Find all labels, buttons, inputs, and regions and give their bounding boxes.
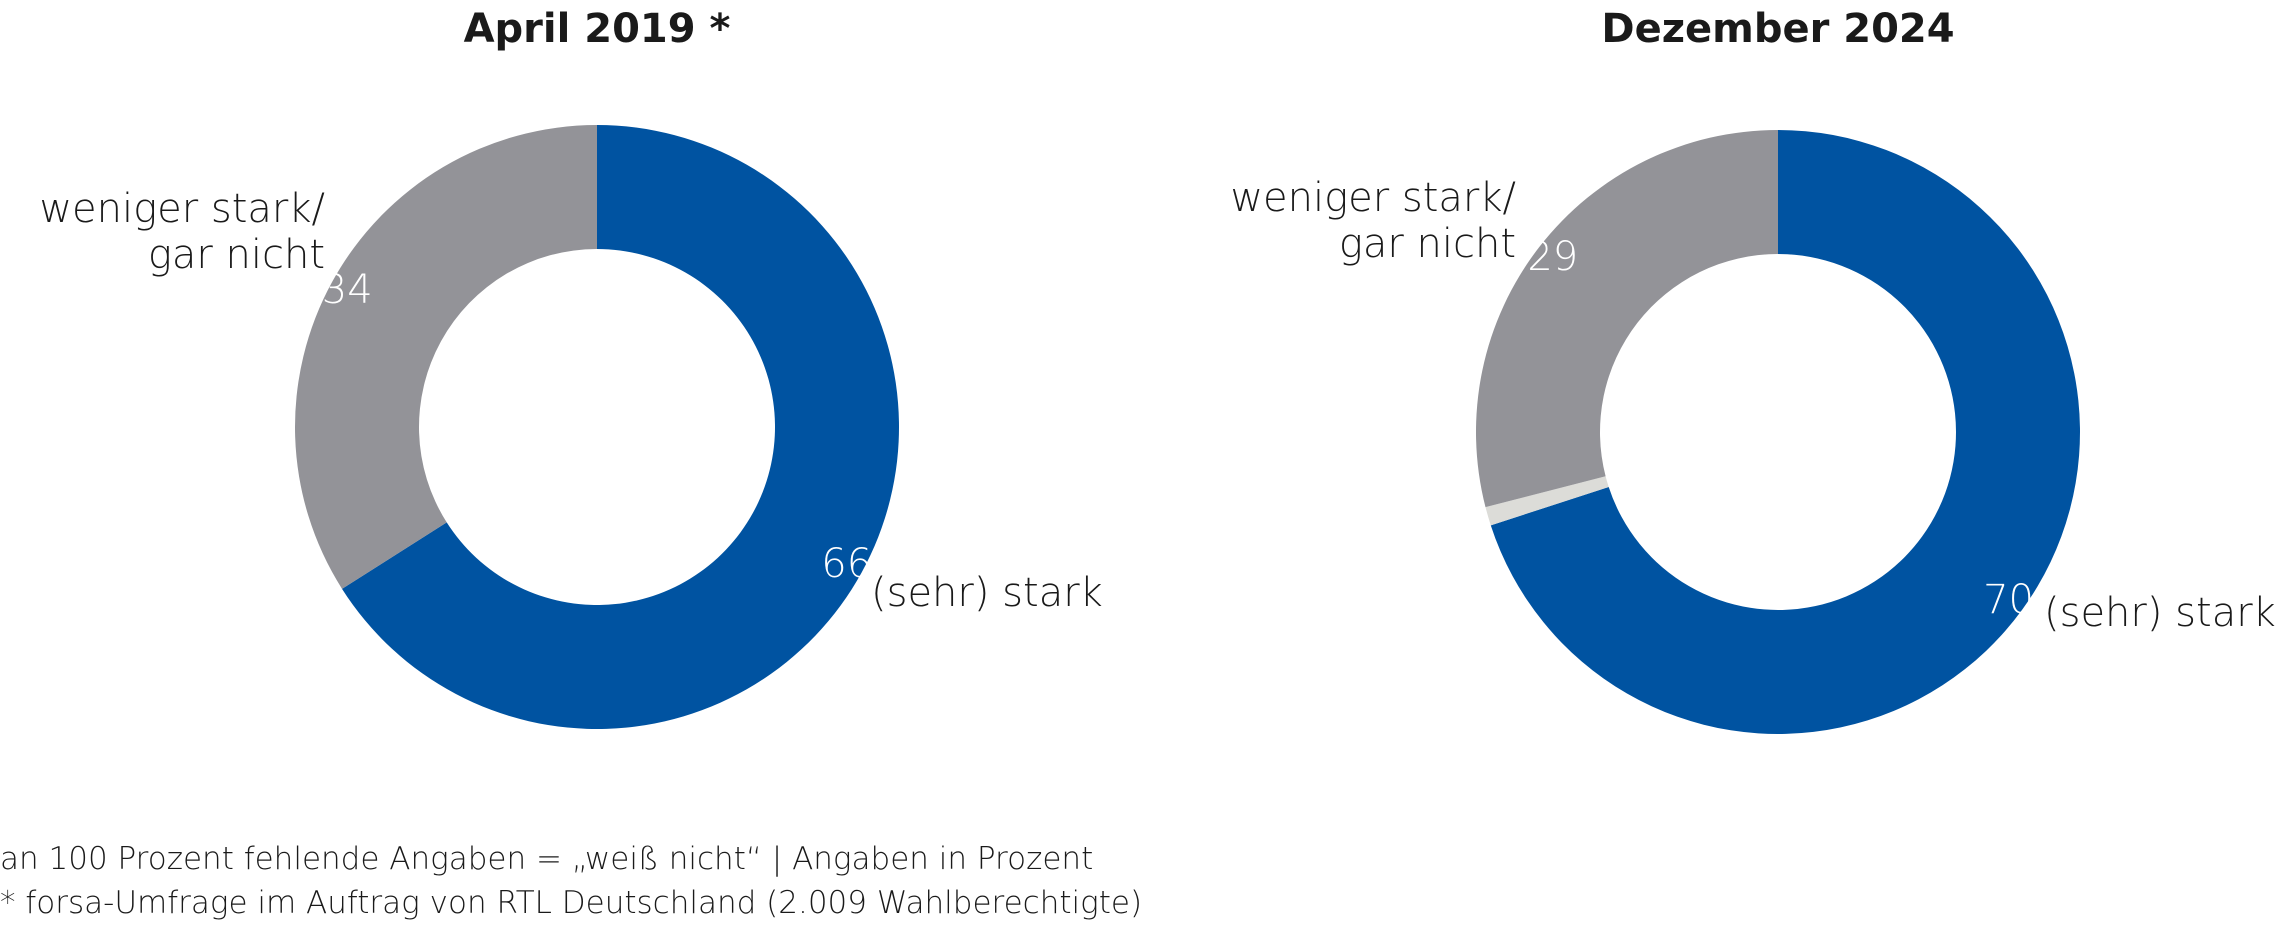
value-label: 34 [321, 266, 373, 313]
value-label: 66 [821, 541, 873, 588]
footnote: an 100 Prozent fehlende Angaben = „weiß … [0, 841, 1094, 877]
category-label: (sehr) stark [2044, 590, 2276, 636]
donut-slice [342, 125, 900, 729]
donut-slice [1490, 130, 2080, 735]
category-label: weniger stark/ gar nicht [39, 186, 325, 278]
value-label: 29 [1527, 234, 1579, 281]
chart-title: Dezember 2024 [1601, 6, 1955, 52]
donut-slice [1476, 130, 1778, 508]
donut-slice [295, 124, 597, 589]
donut-slice [1485, 476, 1609, 526]
footnote: * forsa-Umfrage im Auftrag von RTL Deuts… [0, 885, 1143, 921]
value-label: 70 [1983, 576, 2035, 623]
chart-title: April 2019 * [463, 6, 731, 52]
category-label: weniger stark/ gar nicht [1230, 175, 1516, 267]
category-label: (sehr) stark [871, 570, 1103, 616]
